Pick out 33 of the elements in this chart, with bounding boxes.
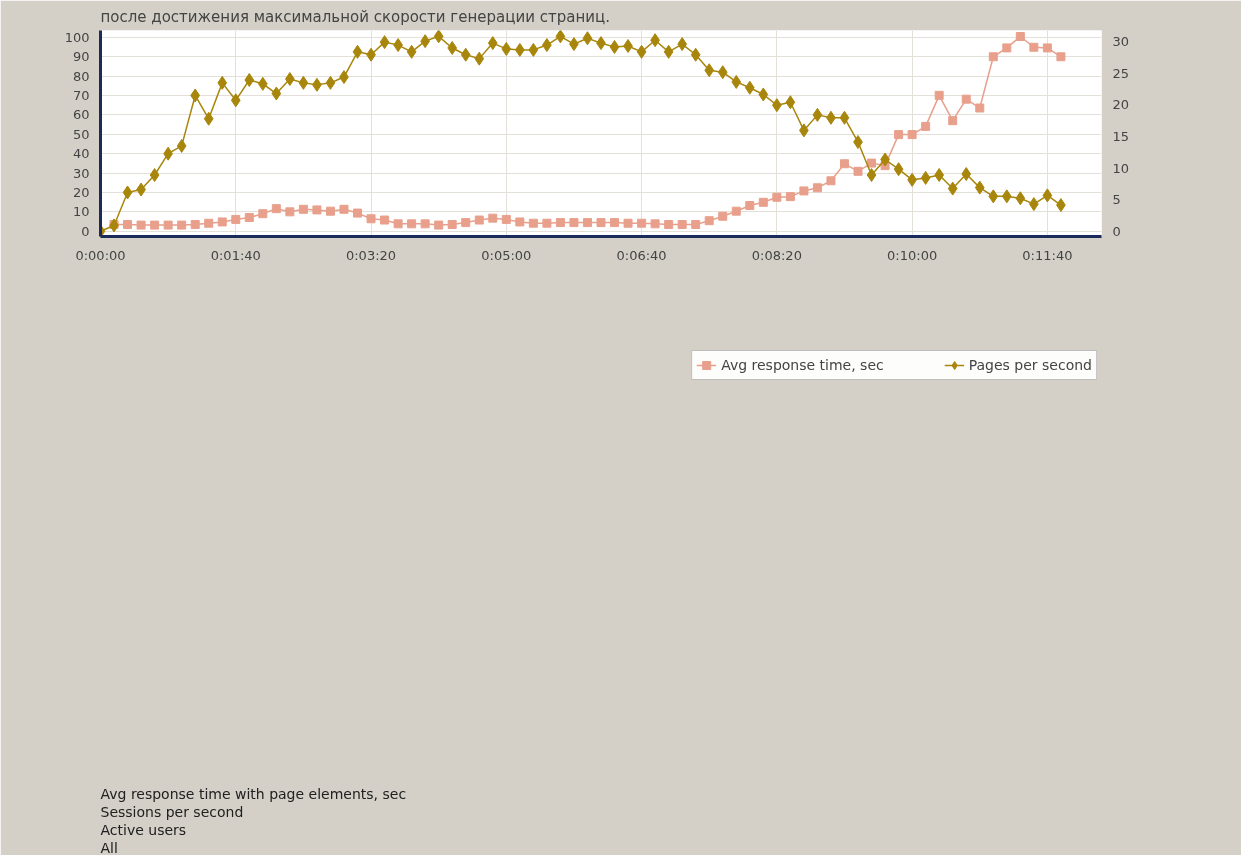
y2-tick-label: 20: [1112, 97, 1130, 113]
x-tick-label: 0:03:20: [345, 247, 397, 263]
x-tick-label: 0:00:00: [75, 247, 126, 263]
y-tick-label: 40: [72, 146, 90, 162]
y-tick-label: 0: [81, 223, 90, 239]
legend-label: Avg response time, sec: [721, 357, 884, 374]
text: после достижения максимальной скорости генерации страниц.: [100, 7, 610, 26]
y2-tick-label: 5: [1112, 192, 1121, 208]
y-tick-label: 10: [72, 204, 90, 220]
y-tick-label: 100: [64, 29, 90, 45]
x-tick-label: 0:05:00: [481, 247, 532, 263]
x-tick-label: 0:06:40: [616, 247, 667, 263]
y-tick-label: 50: [72, 126, 90, 142]
text: All: [100, 839, 118, 856]
text: Active users: [100, 821, 187, 838]
y2-tick-label: 30: [1112, 34, 1130, 50]
text: Sessions per second: [100, 803, 244, 820]
text: Avg response time with page elements, sec: [100, 785, 407, 802]
y2-tick-label: 10: [1112, 160, 1130, 176]
y-tick-label: 60: [72, 107, 90, 123]
y2-tick-label: 25: [1112, 65, 1130, 81]
y-tick-label: 80: [72, 68, 90, 84]
y2-tick-label: 15: [1112, 129, 1130, 145]
x-tick-label: 0:01:40: [210, 247, 261, 263]
y-tick-label: 20: [72, 184, 90, 200]
y-tick-label: 70: [72, 87, 90, 103]
x-tick-label: 0:10:00: [887, 247, 938, 263]
x-tick-label: 0:08:20: [751, 247, 802, 263]
legend-label: Pages per second: [968, 357, 1092, 374]
y-tick-label: 30: [72, 165, 90, 181]
x-tick-label: 0:11:40: [1022, 247, 1073, 263]
y2-tick-label: 0: [1112, 223, 1121, 239]
y-tick-label: 90: [72, 49, 90, 65]
